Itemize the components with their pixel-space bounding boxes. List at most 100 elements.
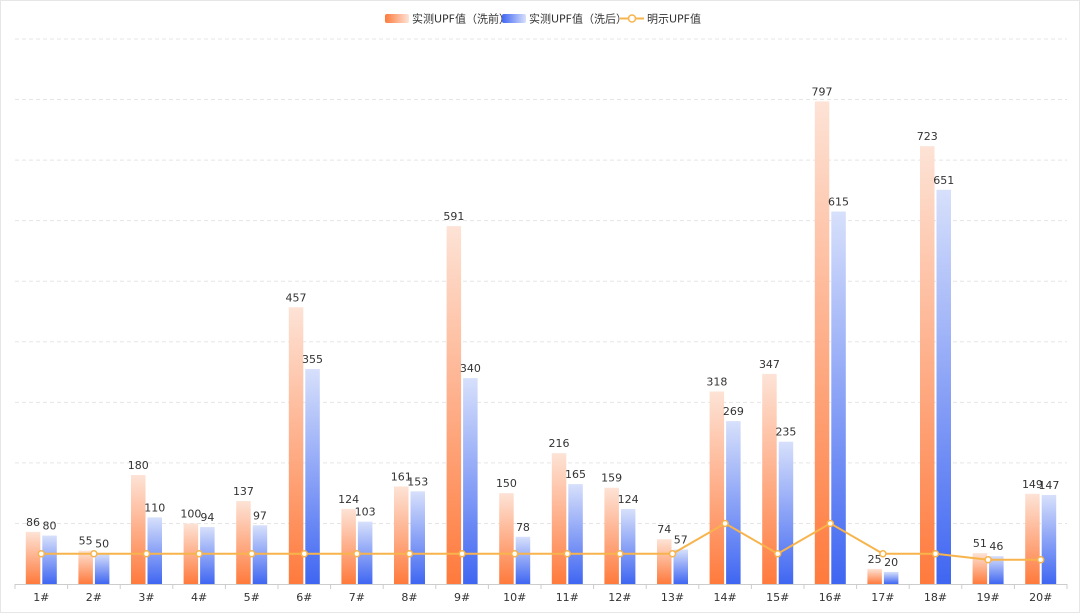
x-tick-label-12: 12# (608, 591, 631, 604)
data-label-after-wash-17: 20 (884, 556, 898, 569)
x-tick-label-11: 11# (556, 591, 579, 604)
legend-item-declared[interactable]: 明示UPF值 (620, 13, 701, 26)
data-label-after-wash-3: 110 (144, 501, 165, 514)
data-label-before-wash-2: 55 (79, 535, 93, 548)
bar-after-wash-14[interactable] (726, 421, 741, 584)
bar-before-wash-1[interactable] (25, 531, 41, 584)
declared-upf-point-9[interactable] (458, 549, 466, 558)
data-label-after-wash-16: 615 (828, 196, 849, 209)
bar-before-wash-12[interactable] (604, 487, 619, 584)
legend-item-after-wash[interactable]: 实测UPF值（洗后） (502, 12, 627, 26)
bar-before-wash-2[interactable] (78, 550, 93, 584)
bar-before-wash-16[interactable] (814, 101, 830, 584)
declared-upf-point-12[interactable] (616, 549, 624, 558)
x-tick-label-1: 1# (33, 591, 49, 604)
legend-marker-declared (627, 14, 637, 23)
legend-label-after-wash: 实测UPF值（洗后） (529, 12, 627, 26)
bar-before-wash-17[interactable] (867, 568, 882, 584)
x-tick-label-18: 18# (924, 591, 947, 604)
bar-before-wash-15[interactable] (762, 373, 777, 584)
x-tick-label-13: 13# (661, 591, 684, 604)
x-tick-label-20: 20# (1029, 591, 1052, 604)
declared-upf-point-6[interactable] (300, 549, 309, 558)
declared-upf-point-18[interactable] (931, 549, 940, 558)
declared-upf-line-series (37, 519, 1045, 564)
declared-upf-point-7[interactable] (353, 549, 361, 558)
data-label-before-wash-5: 137 (233, 485, 254, 498)
bar-before-wash-20[interactable] (1025, 493, 1040, 584)
declared-upf-point-13[interactable] (668, 549, 677, 558)
declared-upf-point-11[interactable] (563, 549, 572, 558)
bar-after-wash-6[interactable] (305, 369, 320, 584)
declared-upf-point-4[interactable] (195, 549, 203, 558)
bar-after-wash-13[interactable] (673, 549, 689, 584)
bar-before-wash-18[interactable] (920, 146, 935, 584)
bar-after-wash-10[interactable] (515, 536, 531, 584)
bar-before-wash-14[interactable] (709, 391, 725, 584)
declared-upf-point-16[interactable] (826, 519, 835, 528)
bar-before-wash-9[interactable] (446, 226, 462, 584)
data-label-after-wash-1: 80 (43, 520, 57, 533)
bar-marks (25, 101, 1057, 585)
data-label-before-wash-1: 86 (26, 516, 40, 529)
grid-lines (15, 38, 1067, 524)
legend-swatch-before-wash (385, 14, 409, 23)
x-tick-label-17: 17# (871, 591, 894, 604)
data-label-after-wash-9: 340 (460, 362, 481, 375)
bar-after-wash-15[interactable] (778, 441, 794, 584)
bar-after-wash-16[interactable] (831, 211, 846, 585)
data-label-after-wash-10: 78 (516, 521, 530, 534)
bar-before-wash-5[interactable] (236, 501, 251, 584)
bar-after-wash-2[interactable] (94, 553, 110, 584)
legend-item-before-wash[interactable]: 实测UPF值（洗前） (385, 12, 510, 26)
x-tick-label-2: 2# (86, 591, 102, 604)
bar-after-wash-3[interactable] (147, 517, 163, 584)
data-label-after-wash-4: 94 (200, 511, 214, 524)
declared-upf-point-5[interactable] (247, 549, 256, 558)
bar-after-wash-19[interactable] (989, 556, 1004, 584)
x-tick-label-8: 8# (401, 591, 417, 604)
declared-upf-point-19[interactable] (984, 556, 992, 564)
bar-after-wash-17[interactable] (883, 571, 899, 584)
data-label-before-wash-3: 180 (128, 459, 149, 472)
bar-before-wash-11[interactable] (551, 453, 567, 584)
declared-upf-point-17[interactable] (879, 549, 887, 558)
data-label-before-wash-20: 149 (1022, 478, 1043, 491)
x-tick-label-3: 3# (138, 591, 154, 604)
data-label-before-wash-17: 25 (868, 553, 882, 566)
data-label-after-wash-14: 269 (723, 405, 744, 418)
bar-after-wash-20[interactable] (1041, 494, 1057, 584)
bar-after-wash-9[interactable] (463, 378, 478, 584)
data-label-before-wash-19: 51 (973, 537, 987, 550)
data-label-after-wash-19: 46 (989, 540, 1003, 553)
x-tick-label-4: 4# (191, 591, 207, 604)
declared-upf-point-3[interactable] (142, 549, 151, 558)
declared-upf-point-20[interactable] (1036, 556, 1045, 564)
data-label-before-wash-7: 124 (338, 493, 359, 506)
bar-before-wash-3[interactable] (131, 475, 146, 584)
bar-after-wash-11[interactable] (568, 484, 583, 584)
x-tick-label-9: 9# (454, 591, 470, 604)
declared-upf-point-1[interactable] (37, 549, 46, 558)
bar-after-wash-4[interactable] (200, 527, 215, 584)
declared-upf-point-14[interactable] (721, 519, 729, 528)
bar-before-wash-7[interactable] (341, 508, 356, 584)
bar-before-wash-13[interactable] (657, 539, 672, 584)
bar-after-wash-12[interactable] (620, 508, 636, 584)
bar-before-wash-6[interactable] (288, 307, 304, 584)
bar-after-wash-8[interactable] (410, 491, 426, 584)
bar-before-wash-10[interactable] (499, 493, 514, 584)
declared-upf-point-15[interactable] (773, 549, 782, 558)
legend[interactable]: 实测UPF值（洗前） 实测UPF值（洗后） 明示UPF值 (385, 12, 701, 26)
data-label-before-wash-8: 161 (391, 471, 412, 484)
bar-before-wash-8[interactable] (394, 486, 409, 584)
declared-upf-point-8[interactable] (405, 549, 414, 558)
bar-before-wash-19[interactable] (972, 553, 988, 584)
bar-after-wash-1[interactable] (42, 535, 57, 584)
data-label-before-wash-16: 797 (812, 85, 833, 98)
bar-after-wash-18[interactable] (936, 189, 952, 585)
data-label-before-wash-12: 159 (601, 472, 622, 485)
declared-upf-point-2[interactable] (90, 549, 98, 558)
declared-upf-point-10[interactable] (510, 549, 519, 558)
